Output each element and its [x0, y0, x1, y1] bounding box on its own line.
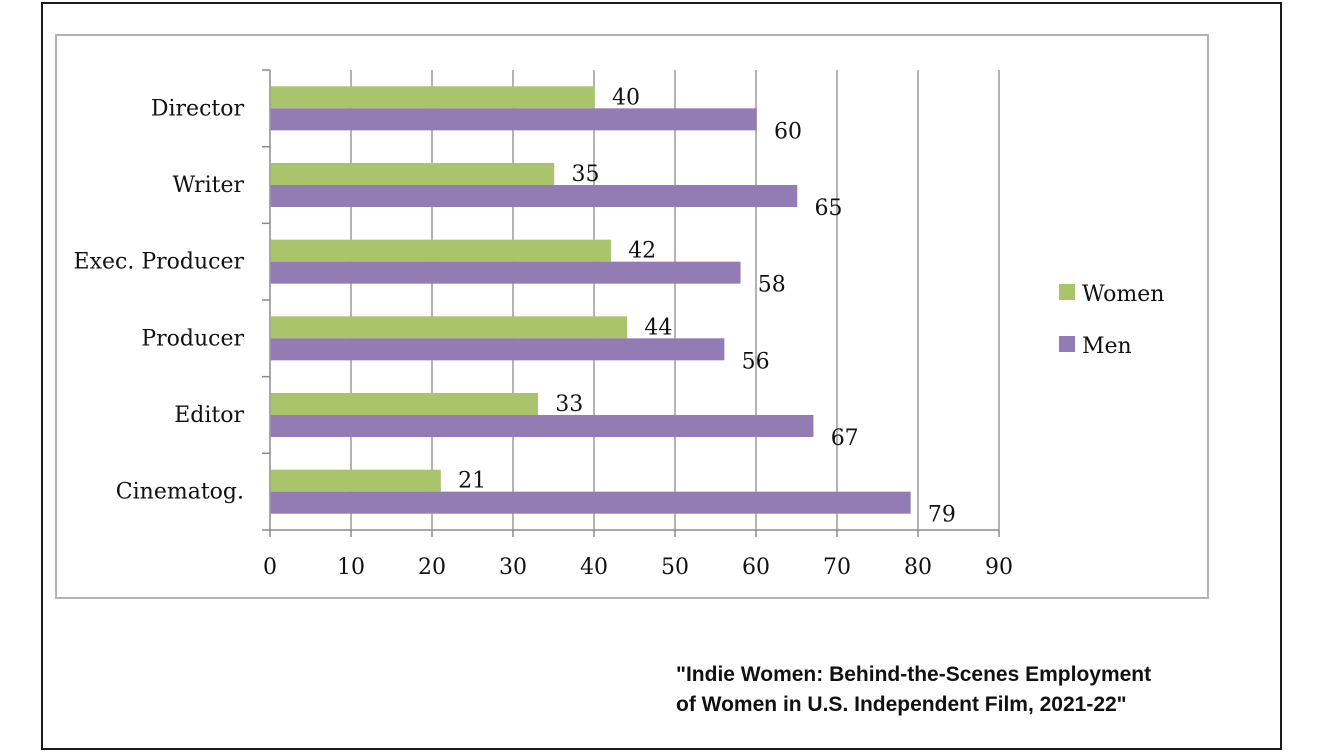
bar-men-editor — [270, 415, 814, 437]
bar-women-editor — [270, 393, 539, 415]
data-label-men-cinematog: 79 — [928, 503, 956, 528]
data-label-men-director: 60 — [774, 119, 802, 144]
x-tick-label-50: 50 — [661, 555, 689, 580]
legend: Women Men — [1059, 282, 1164, 359]
bar-men-producer — [270, 338, 725, 361]
legend-label-men: Men — [1082, 334, 1132, 359]
data-label-women-exec-producer: 42 — [628, 239, 656, 264]
bar-men-writer — [270, 185, 798, 207]
data-label-women-producer: 44 — [644, 315, 672, 340]
bar-men-cinematog — [270, 491, 911, 514]
bar-women-exec-producer — [270, 239, 611, 262]
x-tick-label-30: 30 — [499, 555, 527, 580]
gridlines — [350, 70, 1000, 530]
legend-label-women: Women — [1082, 282, 1164, 307]
bar-men-exec-producer — [270, 261, 741, 284]
category-label-editor: Editor — [174, 403, 244, 428]
bar-men-director — [270, 108, 757, 131]
category-label-producer: Producer — [141, 326, 244, 351]
x-tick-label-70: 70 — [823, 555, 851, 580]
category-label-exec-producer: Exec. Producer — [74, 250, 245, 275]
bar-women-cinematog — [270, 469, 441, 492]
bars — [270, 86, 911, 514]
category-label-cinematog: Cinematog. — [116, 480, 244, 505]
x-tick-label-90: 90 — [985, 555, 1013, 580]
x-tick-label-0: 0 — [263, 555, 277, 580]
category-label-director: Director — [151, 96, 245, 121]
data-label-women-cinematog: 21 — [458, 469, 486, 494]
x-tick-label-10: 10 — [337, 555, 365, 580]
data-labels: 40 60 35 65 42 58 44 56 33 67 21 79 — [458, 85, 956, 527]
bar-women-writer — [270, 163, 555, 185]
bar-women-director — [270, 86, 595, 109]
data-label-women-writer: 35 — [572, 162, 600, 187]
x-tick-label-60: 60 — [742, 555, 770, 580]
chart-caption: "Indie Women: Behind-the-Scenes Employme… — [676, 660, 1236, 720]
x-tick-label-80: 80 — [904, 555, 932, 580]
caption-line-1: "Indie Women: Behind-the-Scenes Employme… — [676, 663, 1152, 686]
x-tick-label-40: 40 — [580, 555, 608, 580]
caption-line-2: of Women in U.S. Independent Film, 2021-… — [676, 693, 1127, 716]
legend-swatch-women — [1059, 284, 1075, 300]
data-label-women-editor: 33 — [555, 392, 583, 417]
data-label-men-writer: 65 — [815, 196, 843, 221]
category-label-writer: Writer — [172, 173, 244, 198]
legend-swatch-men — [1059, 336, 1075, 352]
data-label-men-producer: 56 — [742, 349, 770, 374]
axes: 0 10 20 30 40 50 60 70 80 90 Director Writer Exec. P… — [74, 69, 1013, 580]
bar-women-producer — [270, 316, 628, 339]
data-label-men-exec-producer: 58 — [758, 273, 786, 298]
data-label-men-editor: 67 — [831, 426, 859, 451]
figure-frame — [41, 2, 1282, 750]
x-tick-label-20: 20 — [418, 555, 446, 580]
plot-area-border — [55, 34, 1209, 599]
data-label-women-director: 40 — [612, 85, 640, 110]
